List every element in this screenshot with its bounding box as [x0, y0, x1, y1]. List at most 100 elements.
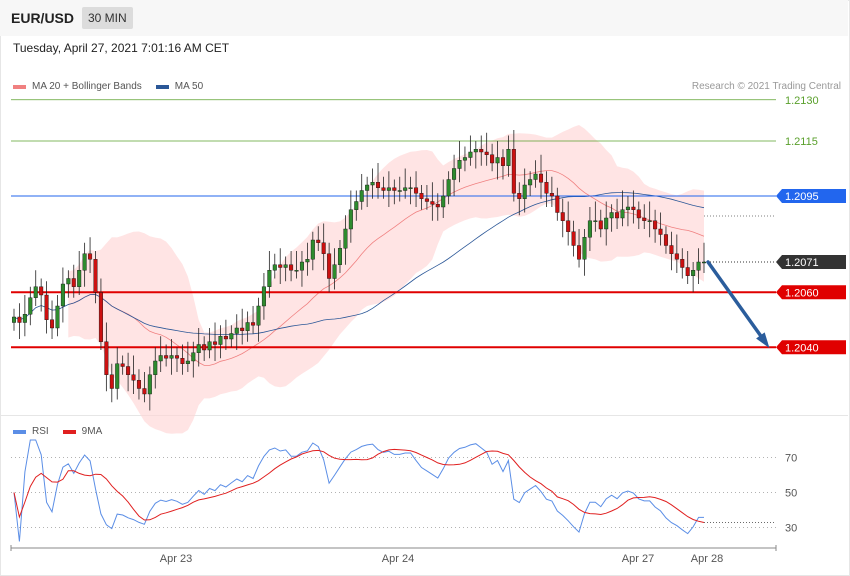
candle-body	[517, 193, 522, 199]
candle-body	[468, 151, 473, 158]
candle-body	[528, 179, 533, 186]
candle-body	[22, 314, 27, 323]
rsi-legend: RSI 9MA	[13, 426, 116, 437]
legend-rsi-label: RSI	[32, 426, 49, 437]
candle-body	[261, 286, 266, 307]
candle-body	[685, 267, 690, 276]
symbol-label: EUR/USD	[11, 10, 75, 26]
candle-body	[408, 187, 413, 189]
candle-body	[136, 380, 141, 389]
price-tag-1.2040	[776, 340, 846, 355]
candle-body	[115, 363, 120, 389]
candle-body	[289, 264, 294, 271]
candle-body	[120, 363, 125, 367]
candle-body	[109, 374, 114, 389]
candle-body	[283, 264, 288, 268]
candle-body	[598, 220, 603, 230]
candle-body	[39, 286, 44, 296]
candle-body	[484, 151, 489, 155]
candle-body	[11, 316, 16, 323]
candle-body	[299, 261, 304, 271]
candle-body	[278, 264, 283, 268]
candle-body	[126, 366, 131, 375]
legend-swatch-rsi	[13, 429, 26, 434]
legend-swatch-ma50	[155, 84, 169, 89]
candle-body	[696, 261, 701, 271]
price-tag-1.2071	[776, 255, 846, 269]
candle-body	[164, 355, 169, 359]
price-tag-1.2060	[776, 285, 846, 300]
candle-body	[522, 184, 527, 199]
candle-body	[441, 195, 446, 208]
rsi-line	[13, 439, 704, 542]
candle-body	[240, 327, 245, 331]
candle-body	[647, 220, 652, 222]
candle-body	[98, 292, 103, 342]
candle-body	[479, 149, 484, 153]
candle-body	[669, 245, 674, 254]
candle-body	[500, 157, 505, 166]
candle-body	[674, 253, 679, 260]
candle-body	[185, 360, 190, 364]
candle-body	[337, 248, 342, 265]
candle-body	[131, 374, 136, 381]
timeframe-button[interactable]: 30 MIN	[82, 7, 133, 29]
candle-body	[354, 201, 359, 210]
candle-body	[77, 270, 82, 287]
candle-body	[577, 245, 582, 260]
candle-body	[403, 187, 408, 191]
legend-swatch-ma20	[13, 84, 26, 89]
price-label-1.2060: 1.2060	[785, 287, 819, 299]
candle-body	[511, 149, 516, 194]
price-label-1.2095: 1.2095	[785, 191, 819, 203]
rsi-level-label-70: 70	[785, 453, 797, 465]
candle-body	[495, 157, 500, 164]
candle-body	[446, 179, 451, 197]
candle-body	[386, 187, 391, 191]
candle-body	[587, 220, 592, 238]
candle-body	[66, 278, 71, 285]
candle-body	[424, 198, 429, 202]
candle-body	[609, 212, 614, 219]
candle-body	[582, 237, 587, 260]
candle-body	[620, 209, 625, 219]
price-label-1.2071: 1.2071	[785, 257, 819, 269]
research-credit: Research © 2021 Trading Central	[691, 81, 841, 92]
candle-body	[663, 234, 668, 246]
candle-body	[544, 182, 549, 194]
candle-body	[636, 209, 641, 219]
candle-body	[414, 187, 419, 194]
candle-body	[457, 160, 462, 169]
candle-body	[430, 201, 435, 205]
candle-body	[310, 239, 315, 260]
candle-body	[213, 341, 218, 345]
candle-body	[343, 228, 348, 249]
candle-body	[55, 305, 60, 329]
candle-body	[272, 264, 277, 271]
candle-body	[169, 355, 174, 359]
candle-body	[490, 154, 495, 164]
candle-body	[332, 264, 337, 279]
candle-body	[180, 358, 185, 364]
candle-body	[653, 220, 658, 230]
candle-body	[566, 220, 571, 232]
rsi-level-label-50: 50	[785, 488, 797, 500]
candle-body	[28, 297, 33, 315]
panel-divider	[0, 415, 848, 416]
candle-body	[158, 355, 163, 362]
candle-body	[218, 336, 223, 345]
candle-body	[207, 341, 212, 351]
forecast-arrow-head	[756, 332, 770, 349]
candle-body	[560, 212, 565, 221]
candle-body	[376, 182, 381, 188]
candle-body	[702, 261, 707, 264]
x-label-apr23: Apr 23	[159, 553, 193, 565]
candle-body	[321, 242, 326, 254]
price-tag-1.2095	[776, 189, 846, 203]
candle-body	[658, 228, 663, 235]
candle-body	[229, 333, 234, 340]
candle-body	[452, 168, 457, 180]
candle-body	[202, 344, 207, 351]
candle-body	[642, 217, 647, 221]
